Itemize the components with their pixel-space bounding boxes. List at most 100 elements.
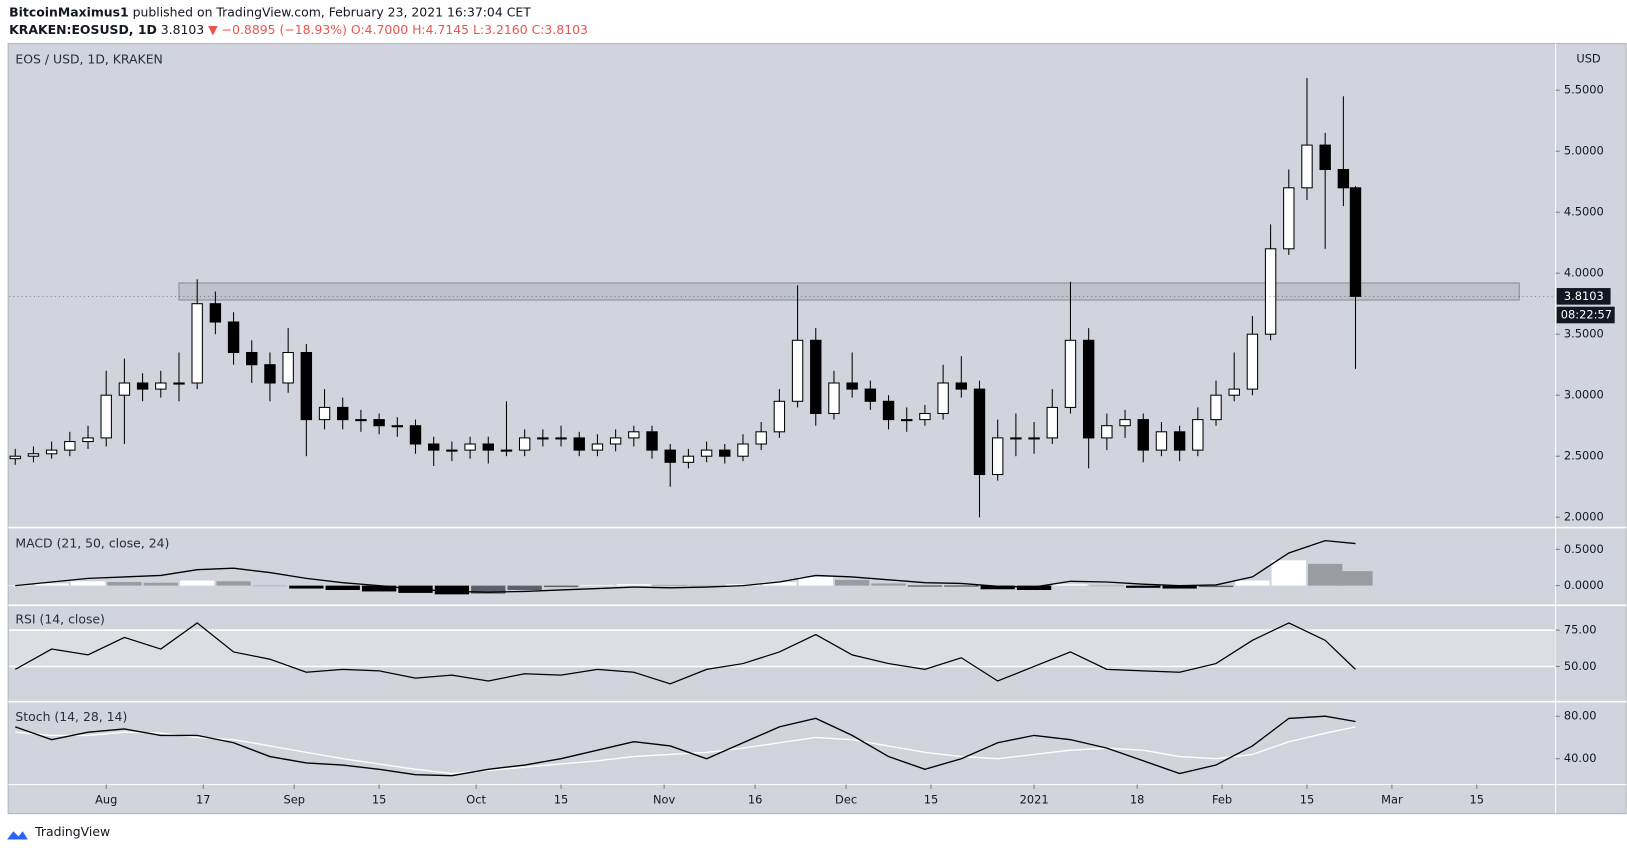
histogram-bar <box>616 584 651 586</box>
stoch-line <box>15 726 1356 775</box>
histogram-bar <box>507 585 542 590</box>
histogram-bar <box>434 585 470 595</box>
histogram-bar <box>907 585 943 587</box>
histogram-bar <box>725 584 761 586</box>
candle-body <box>573 437 585 451</box>
histogram-bar <box>798 576 833 586</box>
candle-body <box>1064 339 1077 408</box>
y-tick-label: 50.00 <box>1564 659 1597 673</box>
candle-body <box>991 437 1004 476</box>
candle-body <box>337 406 349 421</box>
x-tick-label: 15 <box>1300 793 1315 807</box>
candle-body <box>118 382 131 396</box>
histogram-bar <box>834 579 870 586</box>
y-axis-label: USD <box>1576 52 1601 66</box>
candle-body <box>1337 168 1350 189</box>
x-tick-label: 2021 <box>1020 793 1049 807</box>
candle-body <box>846 382 858 390</box>
histogram-bar <box>1235 580 1270 586</box>
y-tick-label: 5.0000 <box>1564 144 1604 158</box>
candle-body <box>155 382 167 390</box>
y-tick-label: 3.5000 <box>1564 327 1604 341</box>
histogram-bar <box>107 582 142 586</box>
histogram-bar <box>689 585 724 587</box>
candle-body <box>409 425 422 445</box>
candle-body <box>537 437 549 440</box>
candle-body <box>446 449 458 452</box>
stoch-line <box>15 715 1356 777</box>
histogram-bar <box>944 585 979 587</box>
logo-icon <box>7 831 28 840</box>
candle-body <box>955 382 968 390</box>
candle-body <box>882 400 895 421</box>
x-tick-label: 17 <box>196 793 211 807</box>
candle-body <box>864 388 877 402</box>
x-tick-label: Oct <box>466 793 486 807</box>
candle-body <box>373 419 385 427</box>
histogram-bar <box>980 585 1015 590</box>
candle-body <box>9 455 21 460</box>
last: 3.8103 <box>161 22 204 37</box>
candle-body <box>1046 406 1058 439</box>
candle-body <box>810 339 822 415</box>
candle-body <box>136 382 149 390</box>
candle-body <box>791 339 804 402</box>
x-tick-label: 15 <box>924 793 939 807</box>
histogram-bar <box>180 580 215 586</box>
y-tick-label: 4.5000 <box>1564 205 1604 219</box>
histogram-bar <box>1016 585 1052 590</box>
candle-body <box>1028 437 1040 440</box>
symbol-line: KRAKEN:EOSUSD, 1D 3.8103 ▼ −0.8895 (−18.… <box>9 22 588 37</box>
candle-body <box>282 351 294 384</box>
candle-body <box>427 443 440 451</box>
histogram-bar <box>1053 584 1088 586</box>
histogram-bar <box>471 585 506 594</box>
candle-body <box>45 449 58 455</box>
candle-body <box>482 443 494 451</box>
histogram-bar <box>70 581 106 586</box>
candle-body <box>1010 437 1022 440</box>
candle-body <box>27 453 40 457</box>
macd-line <box>15 539 1356 593</box>
x-tick-label: 15 <box>372 793 387 807</box>
y-tick-label: 40.00 <box>1564 751 1597 765</box>
candle-body <box>518 437 531 451</box>
candle-body <box>1319 144 1331 171</box>
y-tick-label: 3.0000 <box>1564 388 1604 402</box>
histogram-bar <box>252 585 288 587</box>
y-tick-label: 2.5000 <box>1564 449 1604 463</box>
candle-body <box>1301 144 1313 189</box>
chart-title: EOS / USD, 1D, KRAKEN <box>15 52 162 67</box>
candle-body <box>591 443 604 451</box>
histogram-bar <box>762 582 797 586</box>
candle-body <box>828 382 840 415</box>
x-tick-label: Aug <box>95 793 117 807</box>
resistance-zone <box>178 282 1520 301</box>
last-price-tag <box>1556 288 1611 305</box>
countdown-tag <box>1556 306 1615 324</box>
candle-body <box>719 449 731 457</box>
histogram-bar <box>361 585 397 592</box>
logo: TradingView <box>7 824 110 840</box>
candle-body <box>227 321 240 354</box>
candle-body <box>209 303 222 323</box>
x-tick-label: Dec <box>835 793 857 807</box>
x-tick-label: Feb <box>1212 793 1232 807</box>
candle-body <box>664 449 676 463</box>
x-tick-label: 16 <box>748 793 763 807</box>
candle-body <box>737 443 749 457</box>
candle-body <box>1228 388 1240 396</box>
candle-body <box>1137 419 1149 451</box>
change: ▼ −0.8895 (−18.93%) <box>208 22 347 37</box>
histogram-bar <box>1308 563 1343 586</box>
histogram-bar <box>143 582 178 586</box>
y-tick-label: 75.00 <box>1564 623 1597 637</box>
x-tick-label: 15 <box>1470 793 1484 807</box>
close: C:3.8103 <box>532 22 588 37</box>
candle-body <box>755 431 767 445</box>
candle-body <box>246 351 258 366</box>
candle-body <box>555 437 567 440</box>
histogram-bar <box>1126 585 1161 588</box>
histogram-bar <box>653 584 688 586</box>
histogram-bar <box>1338 571 1373 586</box>
